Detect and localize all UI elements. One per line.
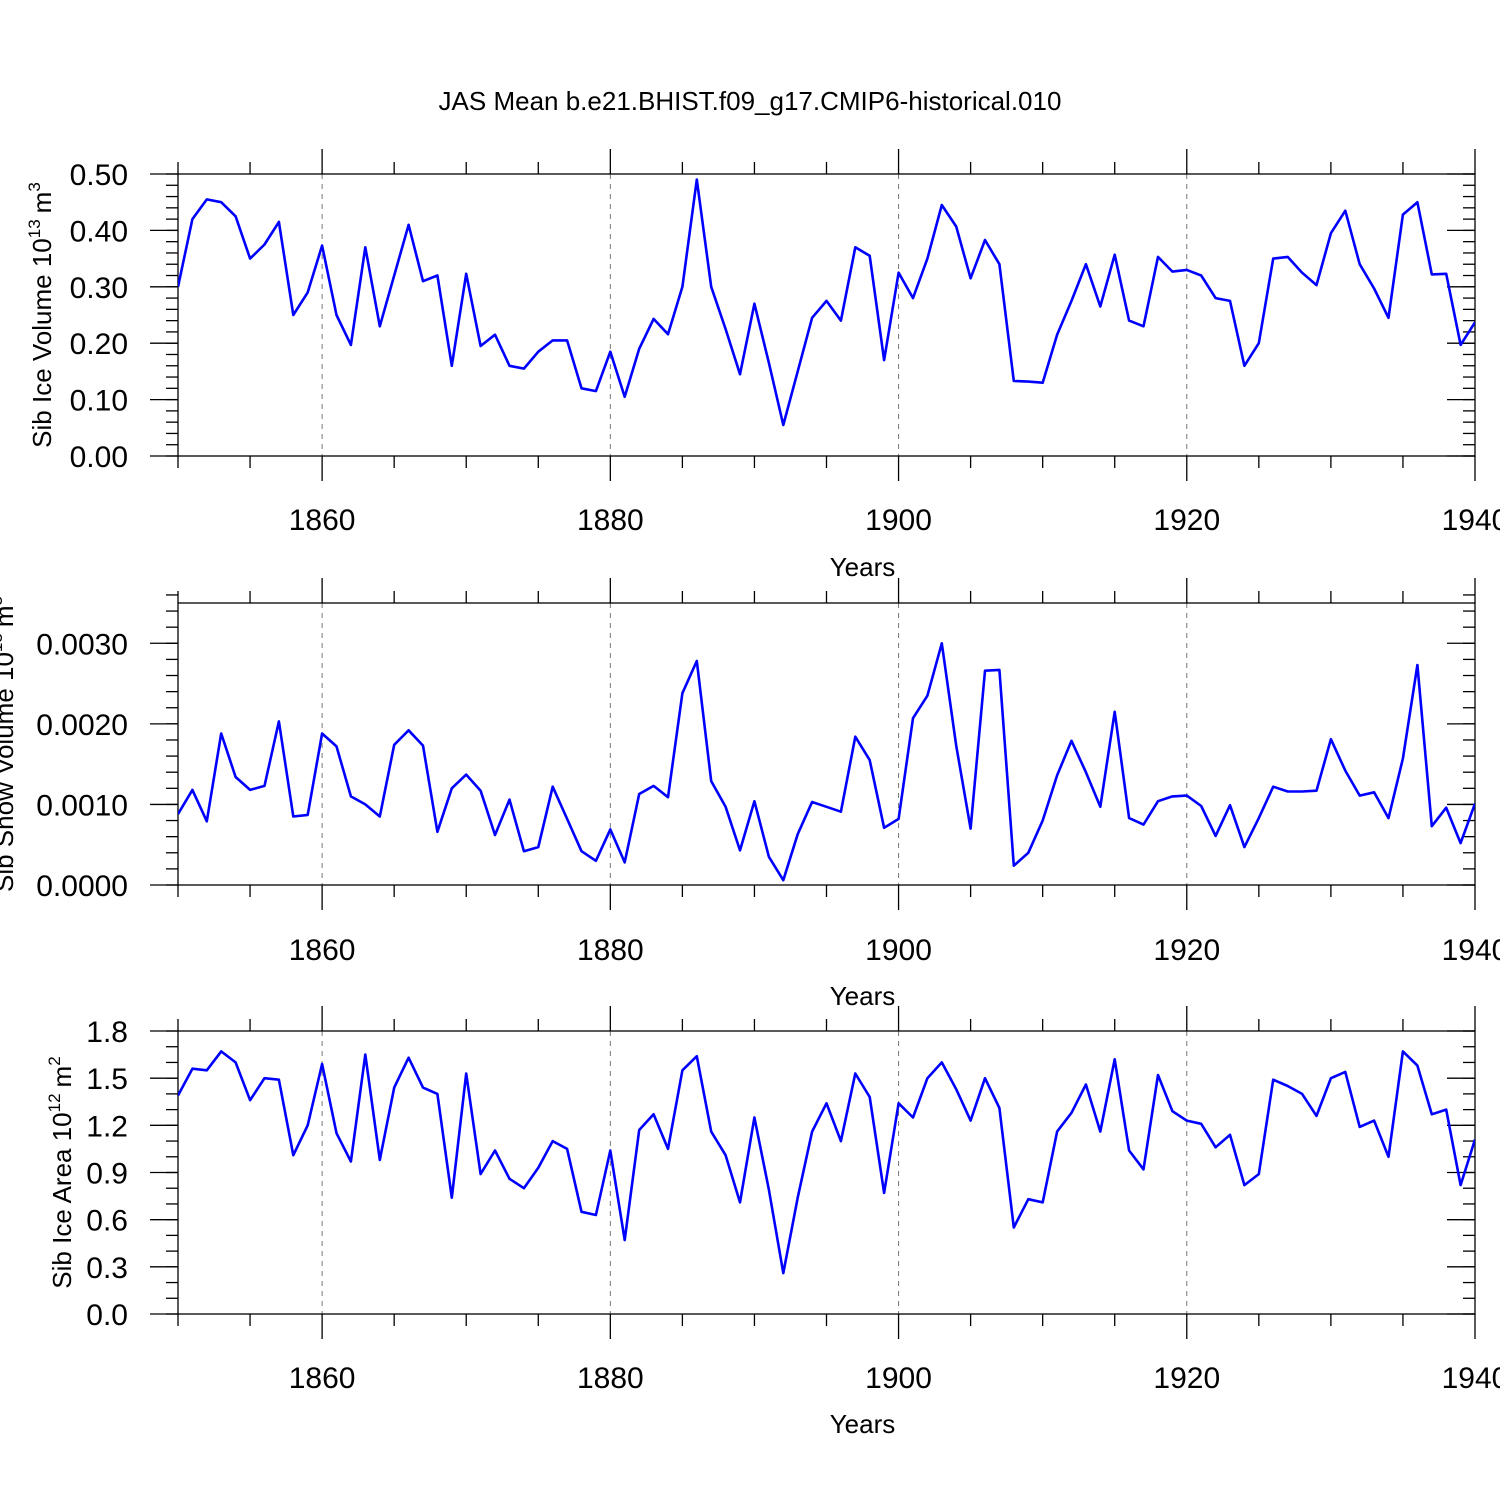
ice-volume-xtick-label: 1920 (1153, 504, 1220, 537)
ice-volume-xtick-label: 1880 (577, 504, 644, 537)
ice-volume-ylabel-exp: 13 (25, 219, 44, 238)
ice-area-ylabel-unit: m (47, 1066, 77, 1088)
ice-area-ytick-label: 0.0 (86, 1299, 128, 1332)
ice-volume-ylabel-unit-exp: 3 (25, 182, 44, 191)
snow-volume-xtick-label: 1880 (577, 934, 644, 967)
ice-area-ytick-label: 1.5 (86, 1063, 128, 1096)
ice-area-ytick-label: 0.9 (86, 1158, 128, 1191)
snow-volume-ylabel-exp: 13 (0, 633, 6, 652)
snow-volume-series-line (178, 641, 1475, 882)
ice-volume-ytick-label: 0.30 (70, 272, 128, 305)
snow-volume-ylabel-unit: m (0, 605, 19, 627)
snow-volume-ytick-label: 0.0030 (36, 628, 128, 661)
ice-volume-ylabel: Sib Ice Volume 1013 m3 (25, 182, 57, 448)
ice-area-ylabel-exp: 12 (45, 1093, 64, 1112)
snow-volume-ytick-label: 0.0010 (36, 789, 128, 822)
snow-volume-ylabel: Sib Snow Volume 1013 m3 (0, 596, 19, 892)
ice-volume-xlabel: Years (830, 552, 896, 582)
snow-volume-ytick-label: 0.0000 (36, 870, 128, 903)
panel-snow-volume: 1860 1880 1900 1920 1940 Years 0.0000 0.0010 0.0… (0, 578, 1500, 1011)
ice-area-ylabel: Sib Ice Area 1012 m2 (45, 1056, 77, 1288)
ice-volume-ylabel-unit: m (27, 192, 57, 214)
ice-area-ytick-label: 0.6 (86, 1205, 128, 1238)
snow-volume-xtick-label: 1900 (865, 934, 932, 967)
figure-title: JAS Mean b.e21.BHIST.f09_g17.CMIP6-histo… (439, 86, 1062, 116)
panel-ice-area: 1860 1880 1900 1920 1940 Years 0.0 0.3 0.6 0.9 1.2… (45, 1006, 1500, 1439)
snow-volume-xtick-label: 1920 (1153, 934, 1220, 967)
ice-area-xtick-label: 1940 (1442, 1362, 1500, 1395)
ice-area-ytick-label: 1.8 (86, 1016, 128, 1049)
snow-volume-ylabel-main: Sib Snow Volume 10 (0, 652, 19, 892)
ice-volume-ytick-label: 0.10 (70, 385, 128, 418)
ice-area-xtick-label: 1860 (289, 1362, 356, 1395)
ice-area-xlabel: Years (830, 1409, 896, 1439)
ice-volume-ytick-label: 0.00 (70, 441, 128, 474)
ice-volume-series-line (178, 178, 1475, 427)
ice-area-series-line (178, 1050, 1475, 1275)
ice-volume-ytick-label: 0.40 (70, 215, 128, 248)
ice-volume-ytick-label: 0.20 (70, 328, 128, 361)
ice-area-xtick-label: 1880 (577, 1362, 644, 1395)
ice-area-xtick-label: 1900 (865, 1362, 932, 1395)
ice-area-ylabel-unit-exp: 2 (45, 1056, 64, 1065)
panel-ice-volume: 1860 1880 1900 1920 1940 Years 0.00 0.10 0.20 0.3… (25, 149, 1500, 582)
ice-volume-ylabel-main: Sib Ice Volume 10 (27, 238, 57, 448)
ice-area-ytick-label: 1.2 (86, 1110, 128, 1143)
ice-volume-xtick-label: 1860 (289, 504, 356, 537)
ice-area-ylabel-main: Sib Ice Area 10 (47, 1112, 77, 1288)
ice-volume-ytick-label: 0.50 (70, 159, 128, 192)
ice-area-xtick-label: 1920 (1153, 1362, 1220, 1395)
ice-volume-xtick-label: 1900 (865, 504, 932, 537)
snow-volume-xtick-label: 1860 (289, 934, 356, 967)
ice-area-ytick-label: 0.3 (86, 1252, 128, 1285)
snow-volume-ylabel-unit-exp: 3 (0, 596, 6, 605)
snow-volume-xtick-label: 1940 (1442, 934, 1500, 967)
ice-volume-xtick-label: 1940 (1442, 504, 1500, 537)
snow-volume-xlabel: Years (830, 981, 896, 1011)
snow-volume-ytick-label: 0.0020 (36, 709, 128, 742)
